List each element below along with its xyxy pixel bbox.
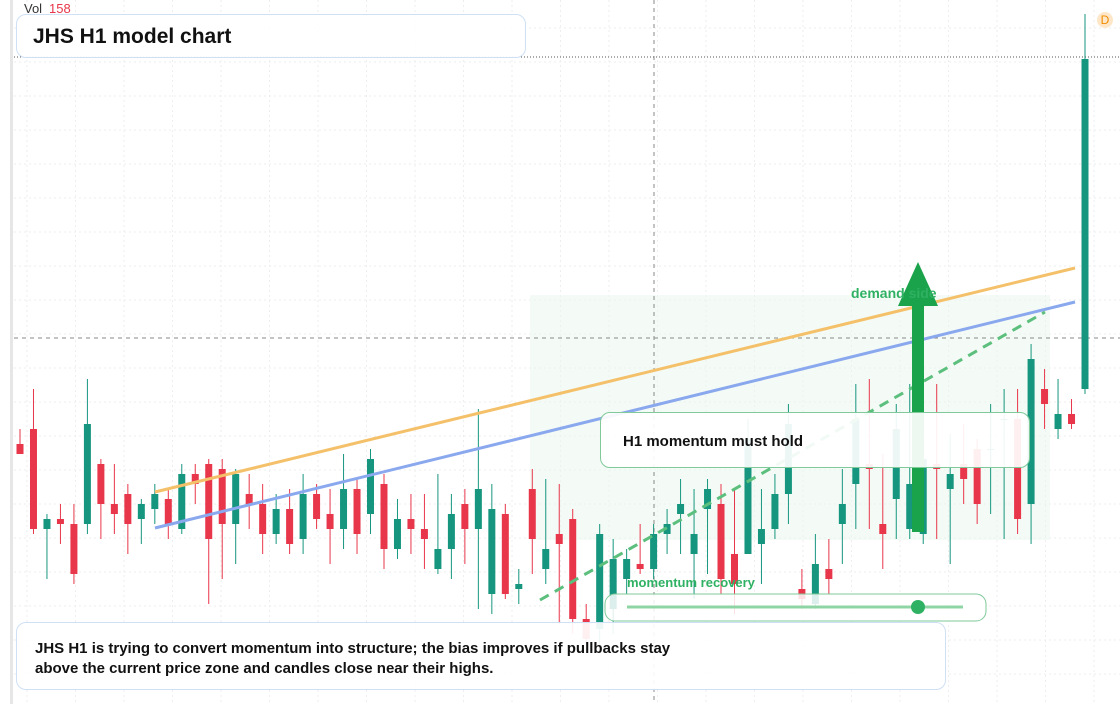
candle-body <box>97 464 105 504</box>
candle-body <box>704 489 712 509</box>
candle-body <box>272 509 280 534</box>
volume-value: 158 <box>49 1 71 16</box>
annotation: momentum recovery <box>627 575 755 590</box>
candle-body <box>137 504 145 519</box>
candle-body <box>690 534 698 554</box>
candle-body <box>29 429 37 529</box>
candle-body <box>825 569 833 579</box>
candle-body <box>461 504 469 529</box>
candle-body <box>501 514 509 594</box>
candle-body <box>326 514 334 529</box>
candle-body <box>555 534 563 544</box>
candle-body <box>960 464 968 479</box>
annotation: demand side <box>851 285 937 301</box>
candle-body <box>771 494 779 529</box>
candle-body <box>528 489 536 539</box>
candle-body <box>515 584 523 589</box>
candle-body <box>420 529 428 539</box>
candle-body <box>596 534 604 629</box>
candle-body <box>110 504 118 514</box>
candle-body <box>730 554 738 584</box>
candle-body <box>811 564 819 604</box>
candle-body <box>906 484 914 529</box>
description: JHS H1 is trying to convert momentum int… <box>35 640 671 677</box>
slider-knob <box>911 600 925 614</box>
candle-body <box>43 519 51 529</box>
candle-body <box>299 494 307 539</box>
candle-body <box>286 509 294 544</box>
chart-title: JHS H1 model chart <box>16 14 526 58</box>
candle-body <box>1054 414 1062 429</box>
candle-body <box>973 449 981 504</box>
candle-body <box>879 524 887 534</box>
candle-body <box>380 484 388 549</box>
candle-body <box>636 564 644 569</box>
candle-body <box>16 444 24 454</box>
candle-body <box>393 519 401 549</box>
candle-body <box>353 489 361 534</box>
candle-body <box>717 504 725 579</box>
interval-badge: D <box>1097 12 1113 28</box>
candle-body <box>474 489 482 529</box>
candle-body <box>1041 389 1049 404</box>
candle-body <box>83 424 91 524</box>
candle-body <box>191 474 199 484</box>
candle-body <box>434 549 442 569</box>
candle-body <box>367 459 375 514</box>
candle-body <box>124 494 132 524</box>
candle-body <box>164 499 172 524</box>
candle-body <box>178 474 186 529</box>
annotation: H1 momentum must hold <box>600 412 1030 468</box>
candle-body <box>447 514 455 549</box>
candle-body <box>1081 59 1089 389</box>
candle-body <box>205 464 213 539</box>
description-box: JHS H1 is trying to convert momentum int… <box>16 622 946 690</box>
candle-body <box>488 509 496 594</box>
candle-body <box>259 504 267 534</box>
candle-body <box>1014 419 1022 519</box>
candle-body <box>623 559 631 579</box>
candle-body <box>569 519 577 619</box>
arrow-head <box>898 262 938 306</box>
candle-body <box>757 529 765 544</box>
candle-body <box>542 549 550 569</box>
candle-body <box>151 494 159 509</box>
candle-body <box>56 519 64 524</box>
left-edge <box>10 0 13 704</box>
candle-body <box>609 559 617 609</box>
candle-body <box>218 469 226 524</box>
candle-body <box>245 494 253 504</box>
candle-body <box>1027 359 1035 504</box>
candle-body <box>1068 414 1076 424</box>
volume-label: Vol <box>24 1 43 16</box>
candle-body <box>232 474 240 524</box>
candle-body <box>946 474 954 489</box>
candle-body <box>838 504 846 524</box>
candle-body <box>340 489 348 529</box>
candle-body <box>70 524 78 574</box>
candle-body <box>650 534 658 569</box>
candle-body <box>407 519 415 529</box>
candle-body <box>313 494 321 519</box>
candle-body <box>677 504 685 514</box>
candle-body <box>744 439 752 554</box>
